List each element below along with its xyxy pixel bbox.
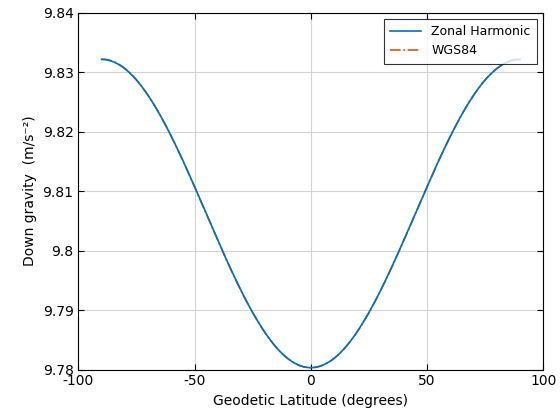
WGS84	[516, 57, 523, 62]
WGS84	[268, 338, 274, 343]
X-axis label: Geodetic Latitude (degrees): Geodetic Latitude (degrees)	[213, 394, 408, 408]
WGS84	[425, 181, 432, 186]
Zonal Harmonic	[141, 87, 148, 92]
WGS84	[307, 365, 314, 370]
Zonal Harmonic	[307, 365, 314, 370]
WGS84	[98, 57, 105, 62]
WGS84	[386, 270, 393, 275]
Legend: Zonal Harmonic, WGS84: Zonal Harmonic, WGS84	[384, 19, 537, 63]
Zonal Harmonic	[425, 181, 432, 186]
Zonal Harmonic	[386, 270, 393, 275]
Line: Zonal Harmonic: Zonal Harmonic	[101, 60, 520, 368]
WGS84	[432, 165, 439, 170]
WGS84	[141, 87, 148, 92]
Zonal Harmonic	[432, 165, 439, 170]
Line: WGS84: WGS84	[101, 59, 520, 367]
Zonal Harmonic	[268, 338, 274, 343]
Zonal Harmonic	[516, 57, 523, 62]
Y-axis label: Down gravity  (m/s⁻²): Down gravity (m/s⁻²)	[23, 116, 37, 266]
Zonal Harmonic	[283, 354, 290, 360]
Zonal Harmonic	[98, 57, 105, 62]
WGS84	[283, 354, 290, 360]
